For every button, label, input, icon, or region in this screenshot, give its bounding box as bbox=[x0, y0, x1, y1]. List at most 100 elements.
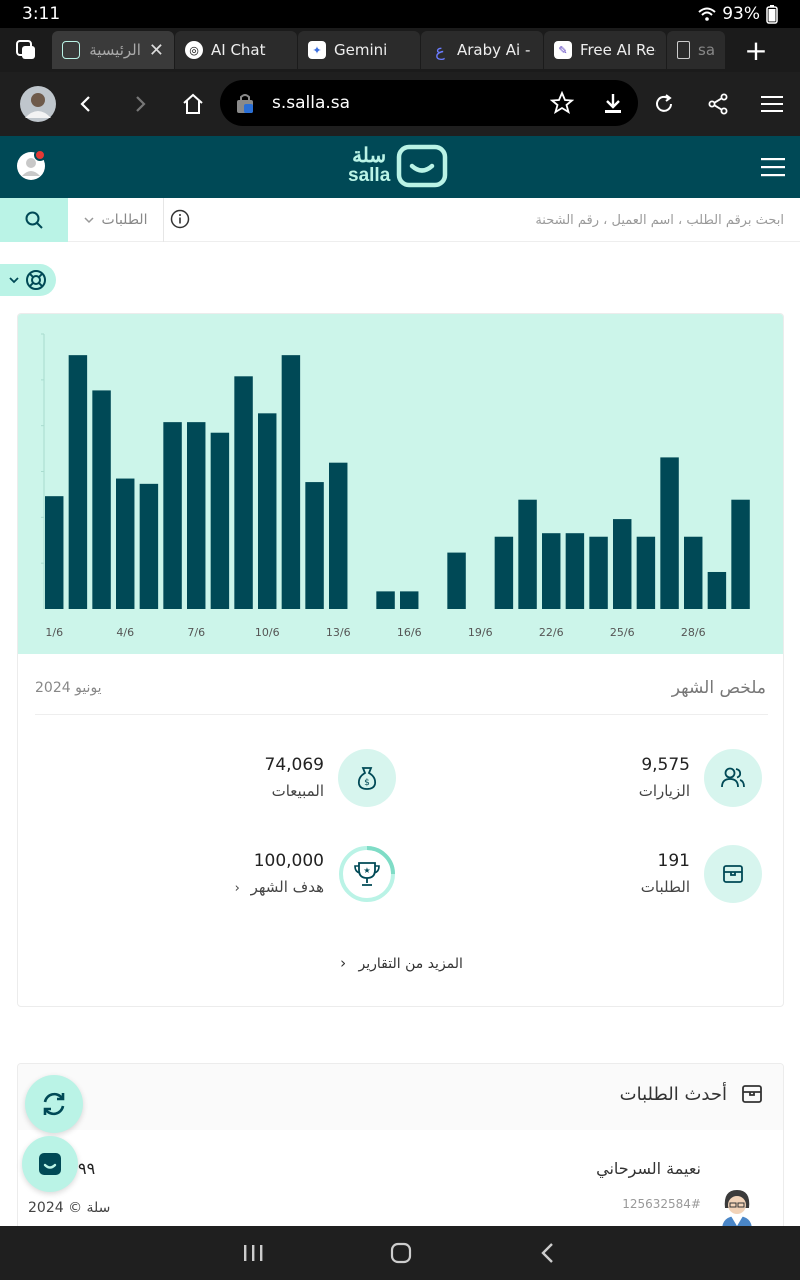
download-icon[interactable] bbox=[602, 92, 624, 114]
chart-bar-27-6[interactable] bbox=[660, 457, 679, 609]
bookmark-star-icon[interactable] bbox=[550, 91, 574, 115]
chart-bar-15-6[interactable] bbox=[376, 591, 395, 609]
chart-bar-7-6[interactable] bbox=[187, 422, 206, 609]
status-bar: 3:11 93% bbox=[0, 0, 800, 28]
site-info-icon[interactable] bbox=[234, 92, 256, 114]
chart-bar-3-6[interactable] bbox=[92, 390, 111, 609]
reload-icon bbox=[656, 94, 672, 112]
hamburger-menu-icon bbox=[761, 96, 783, 112]
goal-value: 100,000 bbox=[253, 851, 324, 871]
recent-apps-icon[interactable] bbox=[242, 1243, 264, 1263]
tab-free-ai[interactable]: ✎ Free AI Rec bbox=[544, 31, 666, 69]
share-icon bbox=[708, 93, 728, 115]
chart-bar-25-6[interactable] bbox=[613, 519, 632, 609]
tab-sal[interactable]: sal bbox=[667, 31, 725, 69]
reload-button[interactable] bbox=[638, 78, 690, 130]
x-tick-label: 13/6 bbox=[326, 626, 351, 639]
customer-name: نعيمة السرحاني bbox=[596, 1159, 701, 1178]
monthly-goal-stat[interactable]: ★ 100,000 هدف الشهر ‹ bbox=[136, 845, 396, 905]
plus-icon: + bbox=[744, 33, 768, 67]
chart-bar-8-6[interactable] bbox=[210, 432, 230, 609]
x-tick-label: 25/6 bbox=[610, 626, 635, 639]
order-search-input[interactable] bbox=[200, 198, 790, 242]
chart-bar-20-6[interactable] bbox=[494, 536, 514, 609]
search-scope-dropdown[interactable]: الطلبات bbox=[68, 198, 164, 242]
goal-label-row: هدف الشهر ‹ bbox=[235, 878, 324, 896]
new-tab-button[interactable]: + bbox=[726, 28, 786, 72]
chart-bar-18-6[interactable] bbox=[447, 552, 466, 609]
orders-stat: 191 الطلبات bbox=[502, 845, 762, 905]
chart-bar-2-6[interactable] bbox=[68, 355, 88, 609]
salla-chat-fab[interactable] bbox=[22, 1136, 78, 1192]
customer-avatar-icon bbox=[722, 1190, 752, 1230]
back-nav-icon[interactable] bbox=[538, 1241, 558, 1265]
chart-bar-10-6[interactable] bbox=[258, 413, 277, 609]
goal-progress-ring: ★ bbox=[338, 845, 396, 903]
back-button[interactable] bbox=[60, 78, 112, 130]
tab-salla-home[interactable]: الرئيسية ✕ bbox=[52, 31, 174, 69]
ai-chat-icon: ◎ bbox=[185, 41, 203, 59]
tab-label: الرئيسية bbox=[89, 41, 141, 59]
salla-bag-icon bbox=[397, 144, 448, 188]
hamburger-menu-icon bbox=[761, 158, 785, 177]
chart-bar-5-6[interactable] bbox=[139, 483, 159, 609]
home-button[interactable] bbox=[167, 78, 219, 130]
chart-bar-26-6[interactable] bbox=[636, 536, 656, 609]
orders-value: 191 bbox=[657, 851, 690, 871]
x-tick-label: 28/6 bbox=[681, 626, 706, 639]
app-menu-button[interactable] bbox=[760, 156, 786, 182]
latest-orders-title: أحدث الطلبات bbox=[619, 1084, 727, 1105]
order-number: 125632584# bbox=[622, 1197, 701, 1211]
tab-araby-ai[interactable]: ع Araby Ai - l bbox=[421, 31, 543, 69]
salla-logo[interactable]: سلة salla bbox=[348, 144, 448, 188]
home-nav-icon[interactable] bbox=[389, 1241, 413, 1265]
chart-bar-11-6[interactable] bbox=[281, 355, 301, 609]
browser-menu-button[interactable] bbox=[746, 78, 798, 130]
chevron-left-icon: ‹ bbox=[340, 954, 347, 972]
chart-bar-6-6[interactable] bbox=[163, 422, 182, 609]
chart-bar-29-6[interactable] bbox=[707, 571, 727, 609]
summary-title: ملخص الشهر bbox=[671, 678, 766, 698]
share-button[interactable] bbox=[692, 78, 744, 130]
battery-icon bbox=[766, 5, 778, 24]
forward-button[interactable] bbox=[114, 78, 166, 130]
chart-bar-28-6[interactable] bbox=[684, 536, 703, 609]
chart-bar-24-6[interactable] bbox=[589, 536, 608, 609]
chart-bar-16-6[interactable] bbox=[400, 591, 419, 609]
help-support-button[interactable] bbox=[0, 264, 56, 296]
tab-gemini[interactable]: ✦ Gemini bbox=[298, 31, 420, 69]
visits-value: 9,575 bbox=[641, 755, 690, 775]
chevron-down-icon bbox=[83, 217, 94, 224]
chart-bar-22-6[interactable] bbox=[542, 533, 561, 609]
close-tab-icon[interactable]: ✕ bbox=[148, 39, 164, 61]
user-avatar-button[interactable] bbox=[16, 149, 46, 181]
logo-text: سلة salla bbox=[348, 146, 390, 186]
monthly-summary-card: 1/6 4/6 7/6 10/6 13/6 16/6 19/6 22/6 25/6 28/6 مل… bbox=[17, 313, 784, 1007]
chart-bar-13-6[interactable] bbox=[329, 462, 348, 609]
more-reports-link[interactable]: المزيد من التقارير ‹ bbox=[18, 954, 783, 972]
refresh-fab[interactable] bbox=[25, 1075, 83, 1133]
chart-bar-21-6[interactable] bbox=[518, 499, 537, 609]
tab-switcher-button[interactable] bbox=[0, 28, 52, 72]
search-button[interactable] bbox=[0, 198, 68, 242]
x-tick-label: 22/6 bbox=[539, 626, 564, 639]
chart-bar-1-6[interactable] bbox=[45, 496, 64, 609]
chart-bar-9-6[interactable] bbox=[234, 376, 253, 609]
chart-bar-23-6[interactable] bbox=[565, 533, 585, 609]
address-bar[interactable]: s.salla.sa bbox=[220, 80, 638, 126]
tab-ai-chat[interactable]: ◎ AI Chat bbox=[175, 31, 297, 69]
free-ai-icon: ✎ bbox=[554, 41, 572, 59]
chart-bar-30-6[interactable] bbox=[731, 499, 750, 609]
info-icon[interactable] bbox=[170, 209, 190, 229]
browser-tab-strip: الرئيسية ✕ ◎ AI Chat ✦ Gemini ع Araby Ai… bbox=[0, 28, 800, 72]
tab-label: sal bbox=[698, 41, 715, 59]
chevron-left-icon: ‹ bbox=[234, 881, 240, 896]
x-tick-label: 16/6 bbox=[397, 626, 422, 639]
chart-bar-12-6[interactable] bbox=[305, 482, 324, 609]
chart-bar-4-6[interactable] bbox=[116, 478, 135, 609]
url-text: s.salla.sa bbox=[272, 93, 351, 113]
profile-avatar-button[interactable] bbox=[12, 78, 64, 130]
box-icon bbox=[723, 865, 743, 883]
araby-icon: ع bbox=[435, 40, 445, 60]
home-icon bbox=[183, 93, 203, 114]
